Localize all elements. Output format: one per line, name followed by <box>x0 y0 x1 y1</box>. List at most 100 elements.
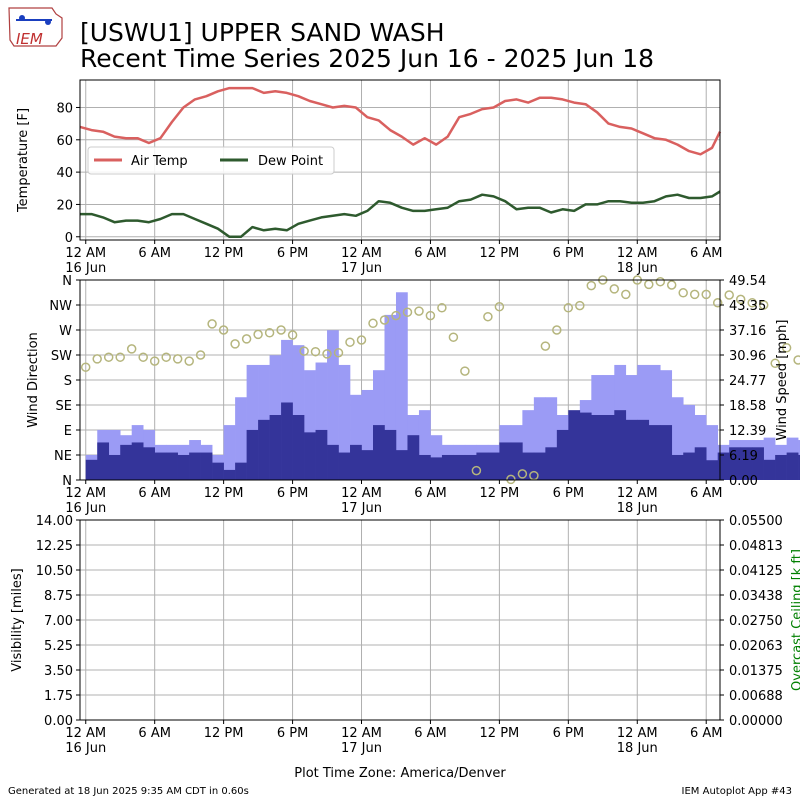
chart-title: [USWU1] UPPER SAND WASH <box>80 18 445 47</box>
x-date-label: 16 Jun <box>65 501 106 516</box>
visibility-tick-label: 5.25 <box>44 639 73 654</box>
wind-speed-bar <box>338 364 351 480</box>
visibility-tick-label: 7.00 <box>44 614 73 629</box>
wind-direction-point <box>92 354 102 364</box>
wind-gust-bar <box>591 415 604 480</box>
wind-speed-bar <box>545 397 558 480</box>
wind-direction-point <box>575 300 585 311</box>
wind-gust-bar <box>729 447 741 480</box>
x-tick-label: 12 AM <box>617 726 658 741</box>
wind-direction-point <box>161 352 171 362</box>
wind-gust-bar <box>706 460 718 480</box>
ceiling-axis-label: Overcast Ceiling [k ft] <box>790 549 800 691</box>
x-tick-label: 6 AM <box>690 726 723 741</box>
wind-gust-bar <box>763 459 776 480</box>
speed-tick-label: 43.35 <box>729 299 766 314</box>
wind-gust-bar <box>304 432 316 480</box>
x-tick-label: 6 AM <box>138 726 171 741</box>
wind-speed-bar <box>683 404 696 480</box>
wind-direction-point <box>425 310 436 321</box>
wind-gust-bar <box>338 452 351 480</box>
wind-speed-bar <box>304 370 316 480</box>
direction-tick-label: N <box>62 274 72 289</box>
wind-direction-point <box>609 284 620 294</box>
ceiling-tick-label: 0.00688 <box>729 689 783 704</box>
direction-tick-label: SW <box>51 349 72 364</box>
wind-direction-point <box>276 325 286 335</box>
wind-gust-bar <box>120 444 133 480</box>
wind-gust-bar <box>568 410 581 480</box>
wind-direction-point <box>563 303 574 313</box>
wind-direction-point <box>230 339 240 349</box>
visibility-grid <box>80 519 720 721</box>
direction-tick-label: S <box>64 374 72 389</box>
wind-gust-bar <box>453 454 466 480</box>
wind-gust-bar <box>327 444 339 480</box>
wind-direction-point <box>666 280 677 290</box>
wind-gust-bar <box>545 447 558 480</box>
wind-gust-bar <box>407 435 420 480</box>
wind-direction-point <box>138 352 148 362</box>
wind-gust-bar <box>476 452 489 480</box>
visibility-tick-label: 3.50 <box>44 664 73 679</box>
wind-direction-ticks: N NE E SE S SW W NW N <box>49 274 80 489</box>
ceiling-tick-label: 0.03438 <box>729 589 783 604</box>
x-tick-label: 12 AM <box>65 726 106 741</box>
wind-gust-bar <box>752 447 764 480</box>
wind-gust-bar <box>510 442 523 480</box>
ceiling-tick-label: 0.00000 <box>729 714 783 729</box>
x-tick-label: 6 AM <box>138 246 171 261</box>
timezone-label: Plot Time Zone: America/Denver <box>294 766 506 781</box>
wind-direction-point <box>621 289 631 300</box>
speed-tick-label: 18.58 <box>729 399 766 414</box>
x-tick-label: 12 AM <box>65 246 106 261</box>
wind-direction-point <box>724 290 734 300</box>
direction-tick-label: SE <box>56 399 72 414</box>
wind-direction-point <box>184 356 194 366</box>
wind-gust-bar <box>775 454 787 480</box>
wind-speed-bar <box>763 437 776 480</box>
wind-direction-point <box>195 350 206 360</box>
wind-gust-bar <box>235 462 247 480</box>
wind-gust-bar <box>430 457 443 480</box>
visibility-tick-label: 1.75 <box>44 689 73 704</box>
x-tick-label: 12 PM <box>204 726 244 741</box>
generated-note: Generated at 18 Jun 2025 9:35 AM CDT in … <box>8 786 249 797</box>
wind-direction-point <box>552 325 562 335</box>
wind-gust-bar <box>189 452 201 480</box>
wind-gust-bar <box>499 442 512 480</box>
x-tick-label: 6 AM <box>414 246 447 261</box>
wind-gust-bar <box>671 454 684 480</box>
x-date-label: 16 Jun <box>65 741 106 756</box>
x-tick-label: 6 AM <box>414 726 447 741</box>
wind-gust-bar <box>660 425 673 480</box>
speed-tick-label: 24.77 <box>729 374 766 389</box>
wind-direction-point <box>322 349 332 359</box>
x-tick-label: 6 PM <box>553 246 584 261</box>
wind-gust-bar <box>246 429 259 480</box>
wind-speed-bar <box>361 389 374 480</box>
wind-direction-point <box>678 288 688 298</box>
ceiling-tick-label: 0.02063 <box>729 639 783 654</box>
chart-subtitle: Recent Time Series 2025 Jun 16 - 2025 Ju… <box>80 44 654 73</box>
wind-gust-bar <box>154 452 167 480</box>
wind-direction-point <box>471 465 482 476</box>
wind-direction-point <box>781 343 792 353</box>
x-tick-label: 12 PM <box>204 486 244 501</box>
x-tick-label: 6 PM <box>553 486 584 501</box>
wind-direction-point <box>287 330 298 340</box>
wind-gust-bar <box>269 415 282 480</box>
wind-direction-axis-label: Wind Direction <box>26 332 41 428</box>
wind-gust-bar <box>683 452 696 480</box>
iem-logo: IEM <box>8 7 63 48</box>
x-date-label: 18 Jun <box>617 741 658 756</box>
wind-gust-bar <box>441 454 454 480</box>
x-tick-label: 12 AM <box>617 246 658 261</box>
wind-direction-point <box>655 276 666 287</box>
wind-direction-point <box>414 306 424 316</box>
direction-tick-label: NE <box>54 449 72 464</box>
wind-gust-bar <box>648 425 661 480</box>
x-tick-label: 12 PM <box>204 246 244 261</box>
wind-direction-point <box>345 337 355 347</box>
visibility-tick-label: 12.25 <box>36 539 73 554</box>
